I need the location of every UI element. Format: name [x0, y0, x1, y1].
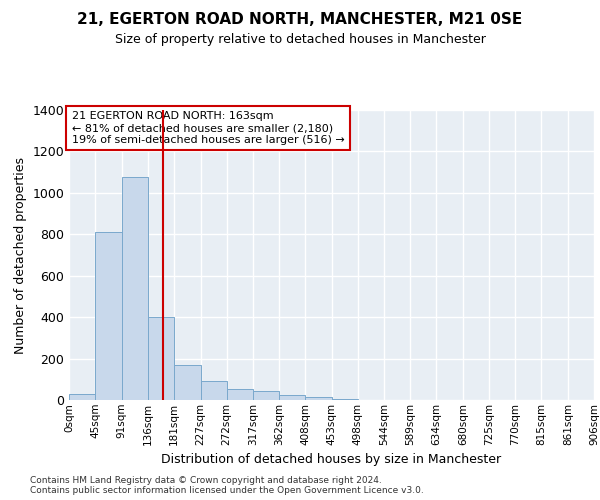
- Bar: [305, 397, 331, 400]
- Bar: [148, 317, 174, 400]
- Bar: [331, 399, 358, 400]
- Text: Contains HM Land Registry data © Crown copyright and database right 2024.
Contai: Contains HM Land Registry data © Crown c…: [30, 476, 424, 495]
- Bar: [174, 365, 200, 400]
- Bar: [69, 394, 95, 400]
- Y-axis label: Number of detached properties: Number of detached properties: [14, 156, 27, 354]
- Text: 21 EGERTON ROAD NORTH: 163sqm
← 81% of detached houses are smaller (2,180)
19% o: 21 EGERTON ROAD NORTH: 163sqm ← 81% of d…: [71, 112, 344, 144]
- X-axis label: Distribution of detached houses by size in Manchester: Distribution of detached houses by size …: [161, 453, 502, 466]
- Bar: [200, 382, 227, 400]
- Bar: [279, 395, 305, 400]
- Bar: [253, 390, 279, 400]
- Bar: [227, 388, 253, 400]
- Text: Size of property relative to detached houses in Manchester: Size of property relative to detached ho…: [115, 32, 485, 46]
- Bar: [95, 232, 122, 400]
- Text: 21, EGERTON ROAD NORTH, MANCHESTER, M21 0SE: 21, EGERTON ROAD NORTH, MANCHESTER, M21 …: [77, 12, 523, 28]
- Bar: [122, 178, 148, 400]
